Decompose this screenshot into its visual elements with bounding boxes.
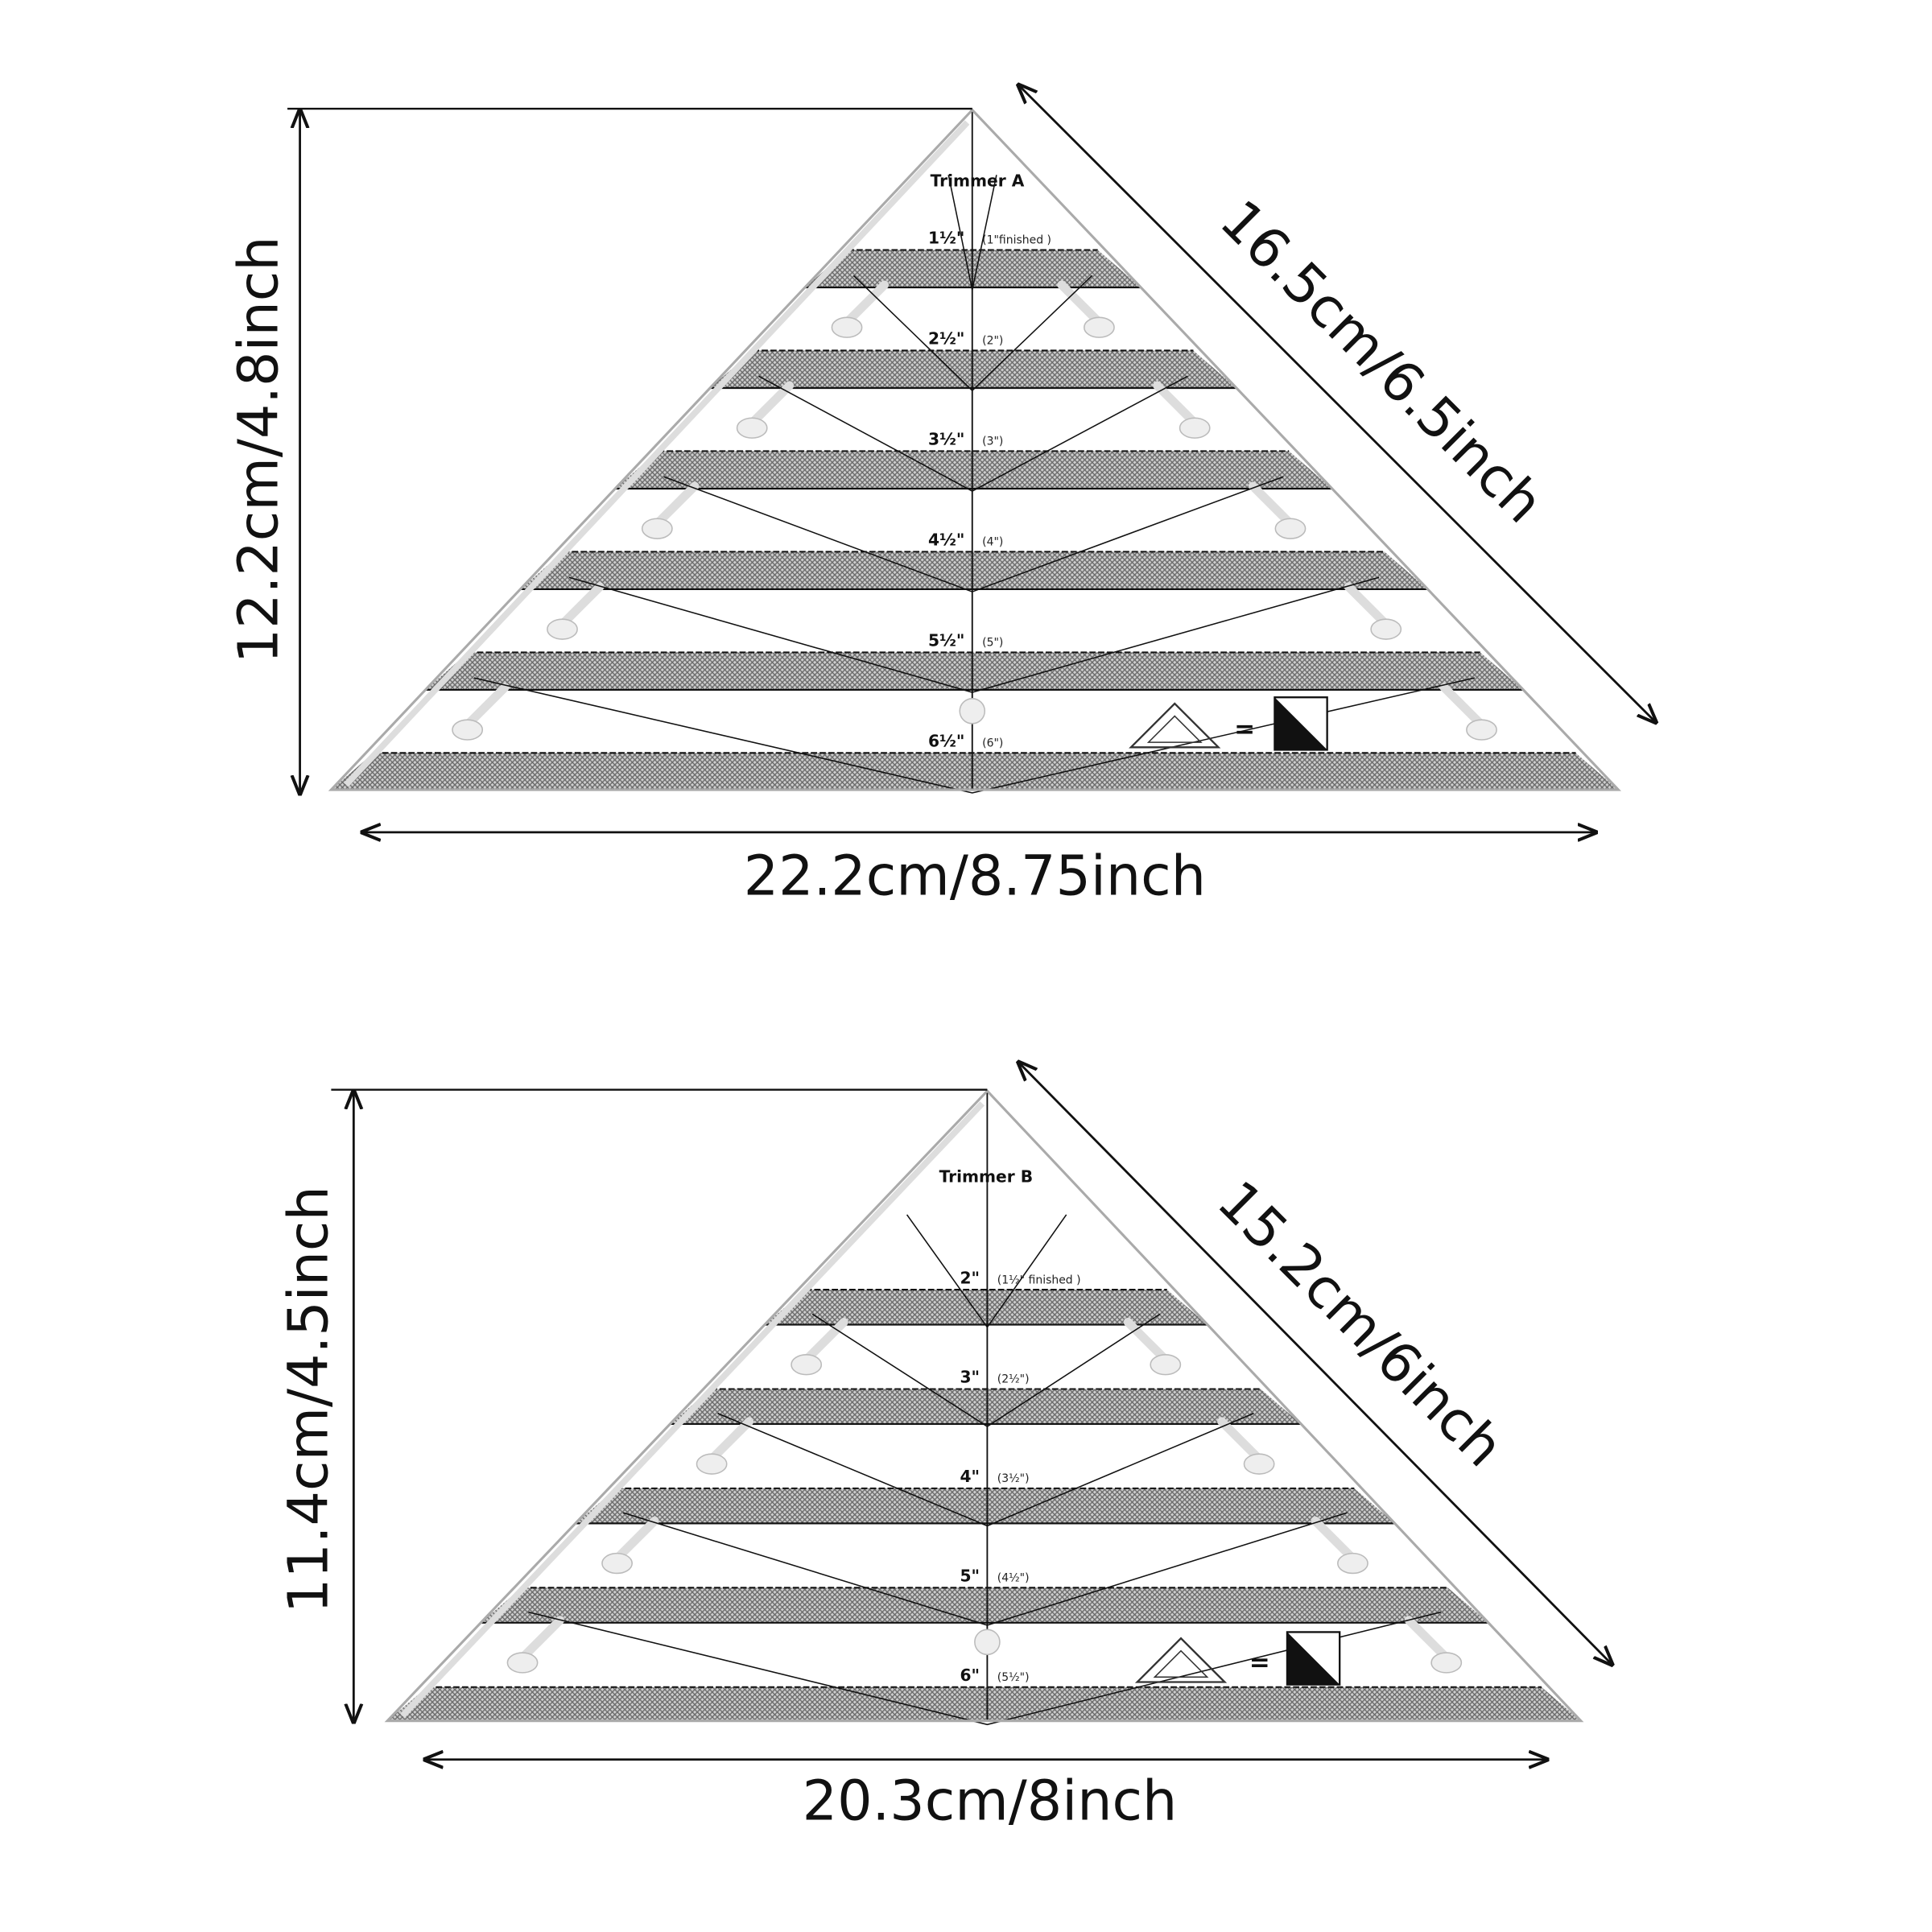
handle-drop [1430, 1652, 1463, 1674]
handle-groove [747, 381, 795, 427]
handle-drop [1179, 417, 1211, 439]
handle-groove [1344, 582, 1391, 629]
size-label: 5" [960, 1567, 980, 1586]
handle-drop [1370, 618, 1402, 640]
triangle-icon [1129, 702, 1221, 749]
handle-groove [1311, 1516, 1357, 1563]
triangle-icon-inner [1153, 1649, 1209, 1678]
equals-sign: = [1249, 1649, 1270, 1678]
finished-size-label: (1"finished ) [982, 234, 1051, 247]
triangle-icon [1134, 1637, 1228, 1683]
handle-drop [831, 316, 863, 338]
handle-groove [707, 1417, 754, 1463]
hatched-band [670, 1389, 1302, 1424]
hatched-band [575, 1488, 1395, 1524]
finished-size-label: (2½") [997, 1373, 1030, 1386]
handle-drop [1274, 518, 1307, 539]
side-dimension-label: 15.2cm/6inch [1205, 1170, 1515, 1480]
hatched-band [387, 1686, 1581, 1721]
hatched-band [425, 652, 1524, 690]
edge-highlight [400, 1101, 985, 1719]
handle-groove [518, 1616, 565, 1662]
side-dimension-arrow [1018, 1063, 1612, 1665]
handle-groove [1123, 1317, 1170, 1364]
handle-groove [1217, 1417, 1264, 1463]
handle-groove [842, 280, 890, 327]
handle-groove [613, 1516, 659, 1563]
finished-size-label: (3½") [997, 1472, 1030, 1485]
base-dimension-label: 22.2cm/8.75inch [744, 845, 1206, 909]
size-label: 3" [960, 1368, 980, 1387]
handle-drop [452, 719, 484, 741]
finished-size-label: (3") [982, 436, 1003, 448]
handle-drop [1243, 1453, 1275, 1475]
handle-drop [791, 1354, 823, 1376]
finished-size-label: (1½" finished ) [997, 1274, 1081, 1286]
height-dimension-label: 12.2cm/4.8inch [228, 236, 291, 663]
grip-dot [974, 1629, 1001, 1656]
finished-size-label: (4") [982, 536, 1003, 549]
size-label: 4½" [928, 530, 964, 550]
triangle-icon-inner [1146, 715, 1203, 743]
handle-drop [547, 618, 578, 640]
side-dimension-arrow [1018, 85, 1656, 723]
trimmer-b: Trimmer B 11.4cm/4.5inch 15.2cm/6inch 20… [278, 1063, 1612, 1833]
finished-size-label: (2") [982, 335, 1003, 348]
handle-groove [463, 683, 510, 729]
size-label: 6" [960, 1666, 980, 1685]
handle-drop [1337, 1552, 1368, 1575]
hatched-band [331, 753, 1619, 791]
finished-size-label: (5½") [997, 1671, 1030, 1684]
handle-drop [1084, 316, 1115, 338]
size-label: 4" [960, 1467, 980, 1486]
handle-groove [1404, 1616, 1451, 1662]
hatched-band [520, 551, 1428, 589]
size-label: 3½" [928, 430, 964, 449]
finished-size-label: (4½") [997, 1572, 1030, 1585]
hatched-band [615, 451, 1332, 489]
handle-groove [1248, 481, 1295, 528]
grip-dot [959, 698, 986, 724]
size-label: 2" [960, 1268, 980, 1287]
trimmer-title: Trimmer A [931, 171, 1025, 190]
edge-highlight [344, 120, 970, 787]
size-label: 2½" [928, 329, 964, 349]
height-dimension-label: 11.4cm/4.5inch [278, 1186, 341, 1613]
finished-size-label: (6") [982, 737, 1003, 750]
handle-drop [601, 1552, 633, 1575]
handle-groove [652, 481, 700, 528]
finished-size-label: (5") [982, 637, 1003, 650]
handle-drop [1150, 1354, 1182, 1376]
handle-groove [558, 582, 605, 629]
handle-drop [641, 518, 673, 539]
hatched-band [481, 1587, 1488, 1623]
handle-groove [1057, 280, 1104, 327]
handle-groove [1439, 683, 1486, 729]
handle-drop [736, 417, 768, 439]
size-label: 1½" [928, 229, 964, 248]
size-label: 5½" [928, 631, 964, 650]
base-dimension-label: 20.3cm/8inch [803, 1769, 1178, 1833]
trimmer-a: Trimmer A 12.2cm/4.8inch 16.5cm/6.5inch … [228, 85, 1656, 909]
size-label: 6½" [928, 732, 964, 751]
handle-drop [1466, 719, 1497, 741]
handle-groove [802, 1317, 848, 1364]
handle-drop [696, 1453, 728, 1475]
handle-groove [1153, 381, 1199, 427]
trimmer-title: Trimmer B [939, 1167, 1033, 1187]
handle-drop [506, 1652, 539, 1674]
hatched-band [764, 1290, 1208, 1325]
